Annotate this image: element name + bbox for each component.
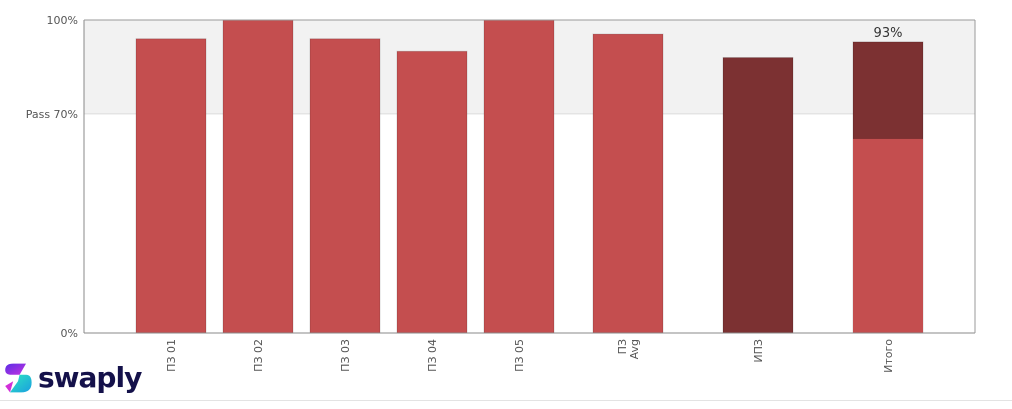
x-tick-label: ПЗ 05 <box>513 339 526 372</box>
divider <box>0 400 1012 401</box>
bar-7 <box>722 57 794 334</box>
y-tick-label: 0% <box>61 327 78 340</box>
bar-6 <box>592 33 664 334</box>
x-tick-label: ИПЗ <box>752 339 765 363</box>
x-tick-label: Итого <box>882 339 895 373</box>
x-tick-label: ПЗ 04 <box>426 339 439 372</box>
data-label: 93% <box>874 26 903 41</box>
bar-2 <box>222 19 294 334</box>
y-tick-label: Pass 70% <box>26 108 78 121</box>
bar-8-segment <box>853 138 923 333</box>
x-tick-label: ПЗ 03 <box>339 339 352 372</box>
bar-1 <box>135 38 207 334</box>
x-tick-label: ПЗ 01 <box>165 339 178 372</box>
swaply-logo-text: swaply <box>38 361 142 394</box>
swaply-logo: swaply <box>2 360 142 396</box>
swaply-logo-icon <box>5 363 32 393</box>
bar-4 <box>396 50 468 334</box>
bar-3 <box>309 38 381 334</box>
y-tick-label: 100% <box>47 14 78 27</box>
x-tick-label: ПЗAvg <box>616 339 641 359</box>
bar-5 <box>483 19 555 334</box>
x-tick-label: ПЗ 02 <box>252 339 265 372</box>
